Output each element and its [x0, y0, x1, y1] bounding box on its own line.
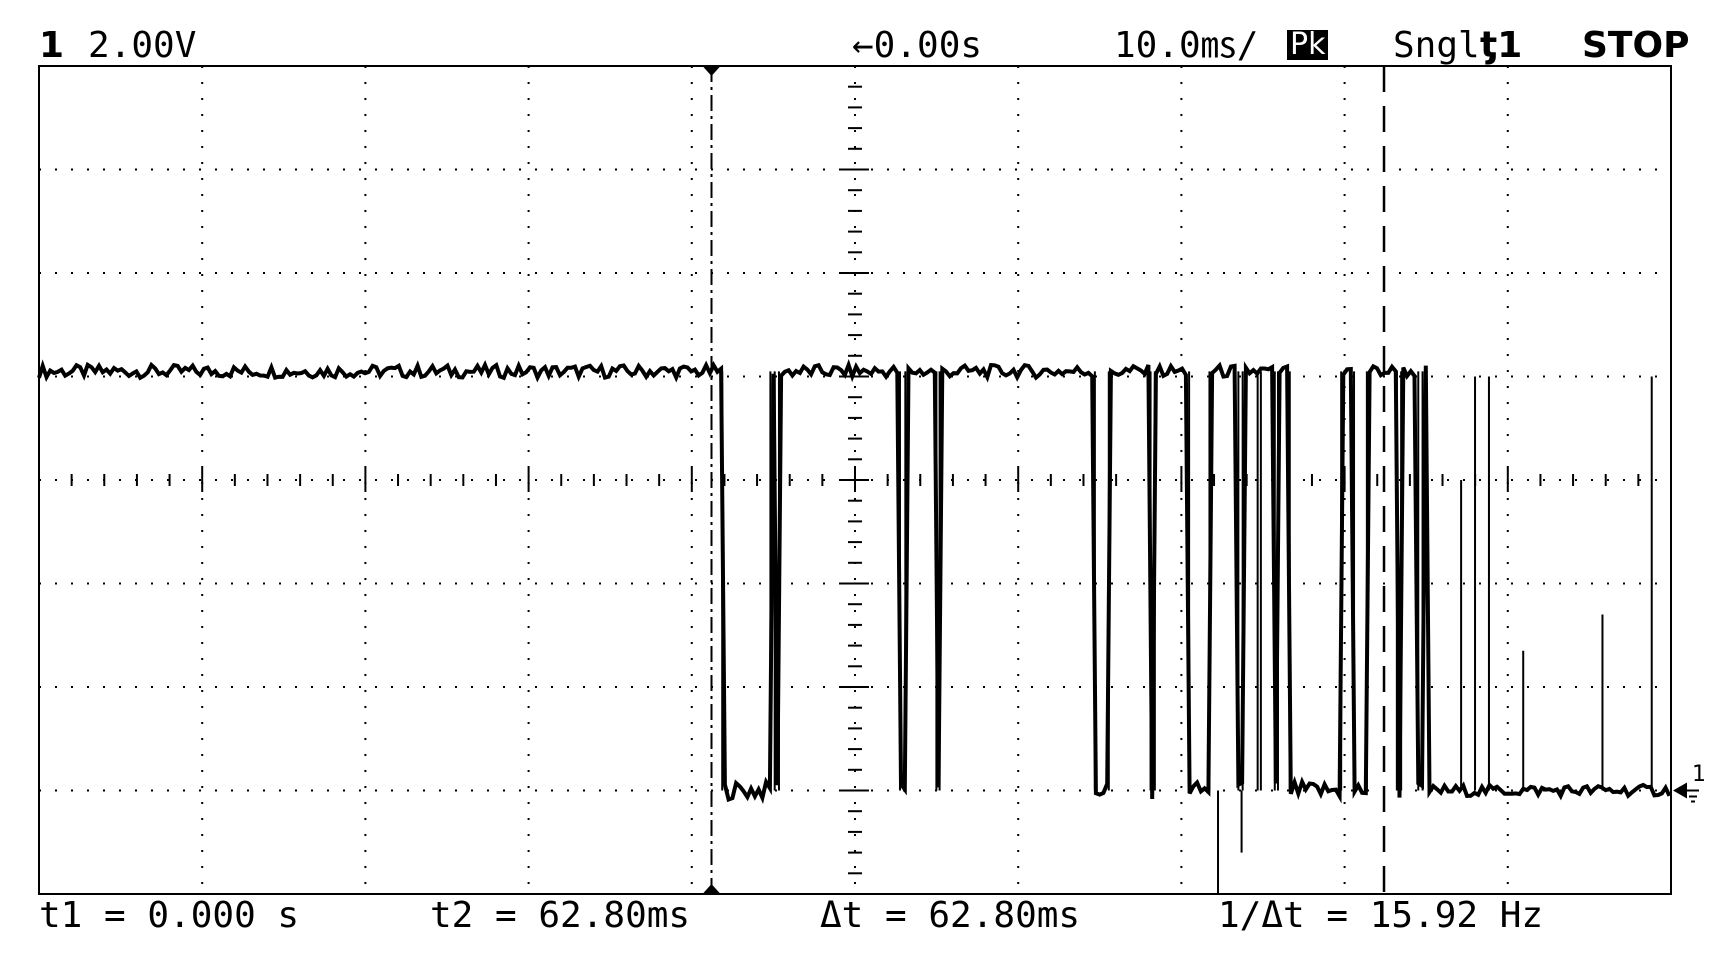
trigger-mode[interactable]: Sngl: [1393, 25, 1480, 66]
run-state[interactable]: STOP: [1582, 25, 1690, 66]
trigger-source[interactable]: ƫ1: [1480, 25, 1523, 66]
time-cursors: [702, 66, 1386, 894]
t1-readout: t1 = 0.000 s: [39, 895, 300, 936]
markers: [1673, 782, 1699, 803]
delta-t-readout: Δt = 62.80ms: [820, 895, 1081, 936]
graticule-grid: [38, 65, 1672, 895]
time-offset[interactable]: ←0.00s: [852, 25, 983, 66]
trace-channel-1: [37, 359, 1672, 894]
frequency-readout: 1/Δt = 15.92 Hz: [1218, 895, 1544, 936]
ground-marker-arrow: [1673, 782, 1687, 799]
t1-cursor-bottom-marker: [702, 884, 721, 894]
ground-marker-label: 1: [1692, 762, 1706, 787]
t1-cursor-top-marker: [702, 66, 721, 76]
channel-number[interactable]: 1: [39, 25, 65, 66]
t2-readout: t2 = 62.80ms: [430, 895, 691, 936]
acquisition-mode[interactable]: Pk: [1287, 30, 1329, 60]
time-per-div[interactable]: 10.0㎳/: [1114, 25, 1259, 66]
volts-per-div[interactable]: 2.00V: [88, 25, 197, 66]
